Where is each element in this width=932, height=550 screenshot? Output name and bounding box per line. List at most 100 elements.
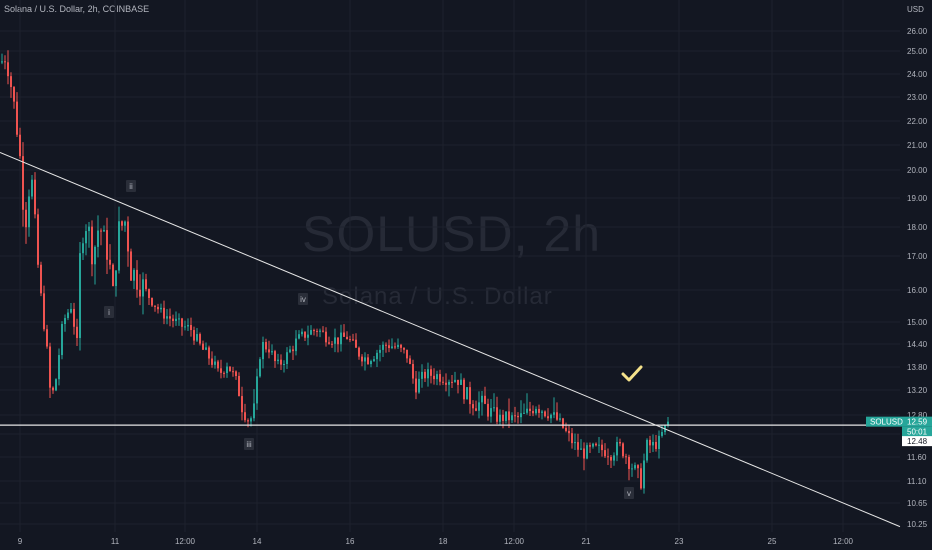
grid bbox=[0, 0, 900, 532]
candle-body bbox=[628, 456, 630, 469]
wave-label: v bbox=[627, 489, 631, 498]
candle-body bbox=[157, 306, 159, 310]
currency-label: USD bbox=[907, 5, 924, 14]
candle-body bbox=[112, 264, 114, 287]
candle-body bbox=[391, 346, 393, 349]
candle-body bbox=[370, 361, 372, 365]
candle-body bbox=[541, 411, 543, 413]
candle-body bbox=[304, 331, 306, 338]
candle-body bbox=[37, 214, 39, 265]
candle-body bbox=[388, 345, 390, 349]
candle-body bbox=[178, 318, 180, 320]
candle-body bbox=[319, 330, 321, 332]
candle-body bbox=[499, 414, 501, 422]
candle-body bbox=[34, 179, 36, 215]
candle-body bbox=[385, 344, 387, 346]
last-price-value: 12.59 bbox=[907, 418, 928, 427]
candle-body bbox=[562, 418, 564, 428]
candle-body bbox=[667, 421, 669, 425]
candle-body bbox=[529, 408, 531, 411]
last-price-symbol: SOLUSD bbox=[870, 418, 903, 427]
candle-body bbox=[70, 308, 72, 313]
candle-body bbox=[367, 357, 369, 365]
candle-body bbox=[511, 415, 513, 421]
watermark-symbol: SOLUSD, 2h bbox=[302, 206, 602, 262]
candle-body bbox=[595, 443, 597, 446]
candle-body bbox=[226, 366, 228, 374]
wave-label-box bbox=[104, 306, 114, 318]
candle-body bbox=[223, 372, 225, 374]
candle-body bbox=[31, 179, 33, 197]
candle-body bbox=[73, 308, 75, 327]
candle-body bbox=[256, 376, 258, 404]
candle-body bbox=[589, 445, 591, 447]
candle-body bbox=[25, 209, 27, 228]
candle-body bbox=[379, 349, 381, 353]
candle-body bbox=[202, 343, 204, 350]
candle-body bbox=[268, 349, 270, 353]
last-price-badge bbox=[866, 416, 932, 427]
candle-body bbox=[118, 221, 120, 271]
candle-body bbox=[487, 403, 489, 417]
candle-body bbox=[592, 443, 594, 447]
wave-label-box bbox=[244, 438, 254, 450]
candle-body bbox=[184, 326, 186, 328]
candle-body bbox=[490, 408, 492, 417]
candle-body bbox=[103, 230, 105, 232]
candle-body bbox=[463, 379, 465, 400]
symbol-name[interactable]: Solana / U.S. Dollar bbox=[4, 4, 83, 14]
candle-body bbox=[7, 62, 9, 77]
candle-body bbox=[76, 326, 78, 338]
candle-body bbox=[4, 61, 6, 63]
candle-body bbox=[403, 347, 405, 350]
candle-body bbox=[559, 418, 561, 420]
candle-body bbox=[283, 363, 285, 365]
candle-body bbox=[151, 297, 153, 306]
candle-body bbox=[265, 342, 267, 350]
candle-body bbox=[514, 415, 516, 417]
price-axis[interactable]: 10.2510.6511.1011.6012.2012.8013.2013.80… bbox=[866, 5, 932, 529]
candle-body bbox=[436, 374, 438, 380]
price-tick-label: 10.25 bbox=[907, 520, 928, 529]
wave-label: ii bbox=[129, 182, 133, 191]
candle-body bbox=[124, 221, 126, 226]
wave-label: i bbox=[108, 308, 110, 317]
candle-body bbox=[217, 361, 219, 369]
candle-body bbox=[352, 339, 354, 341]
candle-body bbox=[325, 331, 327, 343]
candle-body bbox=[424, 371, 426, 379]
candle-body bbox=[40, 264, 42, 294]
trendline[interactable] bbox=[0, 152, 901, 528]
candle-body bbox=[340, 332, 342, 345]
candle-body bbox=[451, 381, 453, 383]
time-tick-label: 12:00 bbox=[833, 537, 854, 546]
candle-body bbox=[247, 420, 249, 422]
price-tick-label: 11.60 bbox=[907, 453, 927, 462]
candle-body bbox=[580, 448, 582, 450]
candle-body bbox=[142, 279, 144, 297]
candle-body bbox=[298, 334, 300, 339]
candle-body bbox=[655, 441, 657, 449]
candle-body bbox=[1, 61, 3, 63]
candle-body bbox=[607, 456, 609, 458]
candle-body bbox=[85, 231, 87, 244]
price-tick-label: 13.80 bbox=[907, 363, 928, 372]
candle-body bbox=[652, 441, 654, 446]
wave-label: iii bbox=[246, 440, 252, 449]
candle-body bbox=[469, 387, 471, 405]
candle-body bbox=[79, 253, 81, 338]
interval-label[interactable]: 2h bbox=[87, 4, 98, 14]
candle-body bbox=[601, 444, 603, 451]
candle-body bbox=[115, 270, 117, 287]
candle-body bbox=[190, 325, 192, 331]
candle-body bbox=[292, 349, 294, 352]
candle-body bbox=[355, 339, 357, 348]
time-axis[interactable]: 9 11 12:00 14 16 18 12:00 21 23 25 12:00 bbox=[18, 537, 854, 546]
support-price-label: 12.48 bbox=[907, 437, 928, 446]
chart-header: Solana / U.S. Dollar, 2h, COINBASE bbox=[4, 4, 150, 14]
candle-body bbox=[361, 356, 363, 362]
candle-body bbox=[460, 379, 462, 385]
candle-body bbox=[433, 375, 435, 380]
candle-body bbox=[412, 363, 414, 379]
